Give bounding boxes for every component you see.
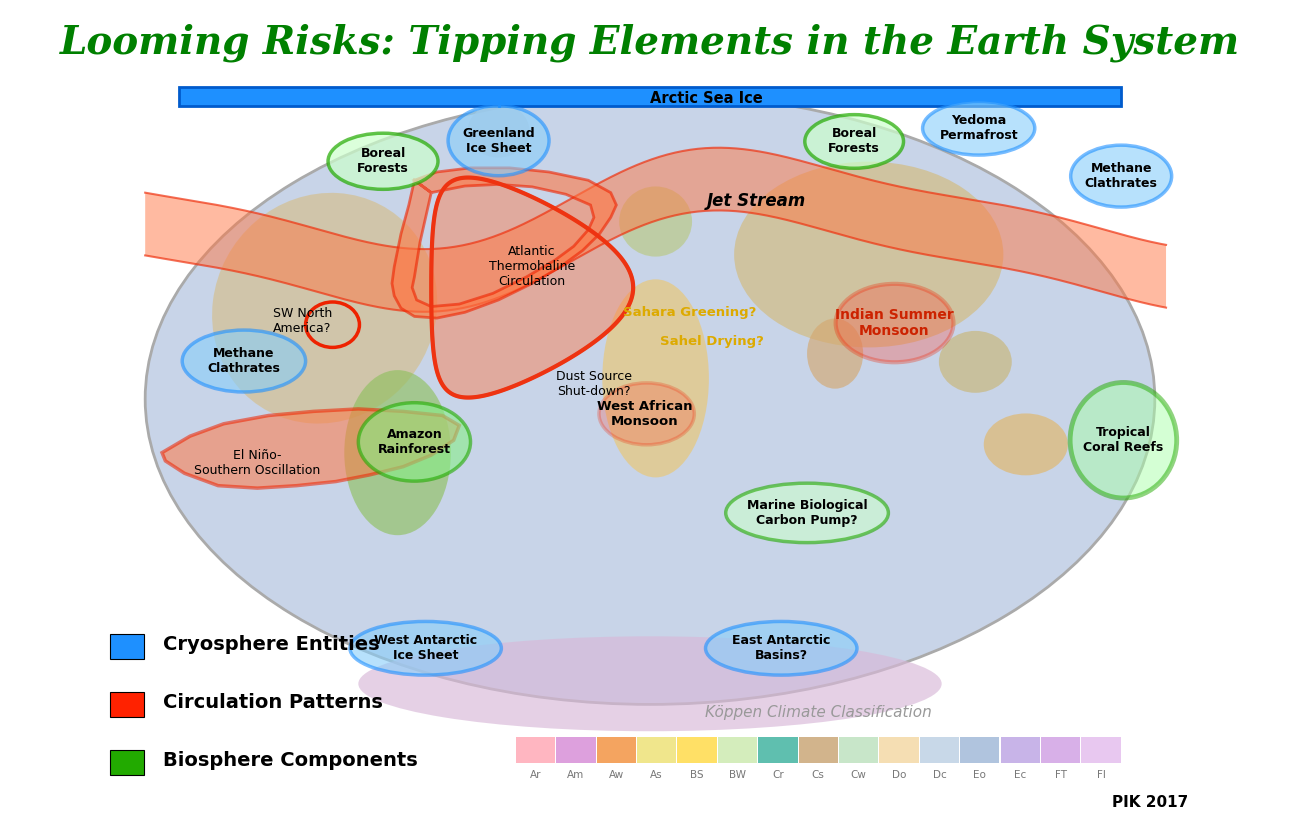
FancyBboxPatch shape <box>920 736 959 763</box>
Ellipse shape <box>1070 382 1176 498</box>
Text: BW: BW <box>729 770 746 780</box>
Text: BS: BS <box>690 770 703 780</box>
Text: Jet Stream: Jet Stream <box>707 192 806 210</box>
FancyBboxPatch shape <box>758 736 797 763</box>
FancyBboxPatch shape <box>111 750 144 774</box>
FancyBboxPatch shape <box>111 634 144 659</box>
Ellipse shape <box>805 115 904 169</box>
FancyBboxPatch shape <box>111 692 144 717</box>
Ellipse shape <box>350 622 502 675</box>
Ellipse shape <box>599 383 694 445</box>
FancyBboxPatch shape <box>1001 736 1040 763</box>
Polygon shape <box>179 87 1121 106</box>
FancyBboxPatch shape <box>677 736 716 763</box>
Text: Circulation Patterns: Circulation Patterns <box>162 693 384 712</box>
Ellipse shape <box>619 186 692 257</box>
Ellipse shape <box>1071 145 1171 207</box>
Text: Dc: Dc <box>932 770 946 780</box>
FancyBboxPatch shape <box>556 736 595 763</box>
Text: Indian Summer
Monsoon: Indian Summer Monsoon <box>835 308 954 338</box>
Polygon shape <box>162 409 459 488</box>
Ellipse shape <box>468 104 529 158</box>
Text: Sahel Drying?: Sahel Drying? <box>660 335 763 347</box>
Text: FT: FT <box>1054 770 1066 780</box>
Text: Cr: Cr <box>772 770 784 780</box>
FancyBboxPatch shape <box>838 736 879 763</box>
Ellipse shape <box>939 331 1011 393</box>
Text: Boreal
Forests: Boreal Forests <box>828 127 880 155</box>
Text: SW North
America?: SW North America? <box>273 307 332 335</box>
Polygon shape <box>432 178 633 397</box>
FancyBboxPatch shape <box>879 736 919 763</box>
FancyBboxPatch shape <box>1041 736 1080 763</box>
Polygon shape <box>146 148 1166 312</box>
Ellipse shape <box>836 284 953 362</box>
Text: Biosphere Components: Biosphere Components <box>162 751 417 770</box>
Text: Sahara Greening?: Sahara Greening? <box>623 306 757 319</box>
Ellipse shape <box>359 637 941 731</box>
FancyBboxPatch shape <box>961 736 1000 763</box>
Text: East Antarctic
Basins?: East Antarctic Basins? <box>732 634 831 662</box>
Text: El Niño-
Southern Oscillation: El Niño- Southern Oscillation <box>194 449 321 476</box>
Ellipse shape <box>344 370 451 535</box>
FancyBboxPatch shape <box>516 736 555 763</box>
Text: Köppen Climate Classification: Köppen Climate Classification <box>705 706 932 720</box>
Text: West African
Monsoon: West African Monsoon <box>597 400 692 428</box>
Text: Arctic Sea Ice: Arctic Sea Ice <box>650 91 763 106</box>
Text: As: As <box>650 770 663 780</box>
FancyBboxPatch shape <box>1082 736 1121 763</box>
Text: Boreal
Forests: Boreal Forests <box>358 147 410 175</box>
Text: Am: Am <box>567 770 585 780</box>
Ellipse shape <box>212 193 437 424</box>
Text: Cw: Cw <box>850 770 867 780</box>
Ellipse shape <box>602 279 708 477</box>
Ellipse shape <box>182 330 306 392</box>
FancyBboxPatch shape <box>798 736 838 763</box>
Text: FI: FI <box>1096 770 1105 780</box>
Text: Ar: Ar <box>530 770 541 780</box>
Ellipse shape <box>734 162 1004 347</box>
Ellipse shape <box>807 318 863 389</box>
Text: Greenland
Ice Sheet: Greenland Ice Sheet <box>463 126 534 155</box>
Text: Tropical
Coral Reefs: Tropical Coral Reefs <box>1083 426 1164 455</box>
Ellipse shape <box>984 414 1067 475</box>
Text: Cryosphere Entities: Cryosphere Entities <box>162 636 380 655</box>
Text: PIK 2017: PIK 2017 <box>1113 795 1188 810</box>
FancyBboxPatch shape <box>637 736 676 763</box>
Text: Marine Biological
Carbon Pump?: Marine Biological Carbon Pump? <box>746 499 867 527</box>
Ellipse shape <box>146 94 1154 705</box>
Text: Methane
Clathrates: Methane Clathrates <box>1084 162 1157 190</box>
FancyBboxPatch shape <box>718 736 757 763</box>
Ellipse shape <box>725 483 888 543</box>
Text: Eo: Eo <box>974 770 987 780</box>
Text: Amazon
Rainforest: Amazon Rainforest <box>378 428 451 456</box>
Text: Do: Do <box>892 770 906 780</box>
Text: Methane
Clathrates: Methane Clathrates <box>208 347 281 375</box>
Text: Dust Source
Shut-down?: Dust Source Shut-down? <box>556 370 632 398</box>
Ellipse shape <box>923 101 1035 155</box>
Ellipse shape <box>448 106 549 175</box>
Text: Aw: Aw <box>608 770 624 780</box>
Text: Yedoma
Permafrost: Yedoma Permafrost <box>940 114 1018 142</box>
Text: Looming Risks: Tipping Elements in the Earth System: Looming Risks: Tipping Elements in the E… <box>60 23 1240 62</box>
Ellipse shape <box>706 622 857 675</box>
Text: Ec: Ec <box>1014 770 1026 780</box>
Text: West Antarctic
Ice Sheet: West Antarctic Ice Sheet <box>374 634 477 662</box>
Polygon shape <box>393 168 616 318</box>
Text: Atlantic
Thermohaline
Circulation: Atlantic Thermohaline Circulation <box>489 245 576 288</box>
Text: Cs: Cs <box>811 770 824 780</box>
Ellipse shape <box>328 133 438 189</box>
FancyBboxPatch shape <box>597 736 636 763</box>
Ellipse shape <box>359 403 471 481</box>
